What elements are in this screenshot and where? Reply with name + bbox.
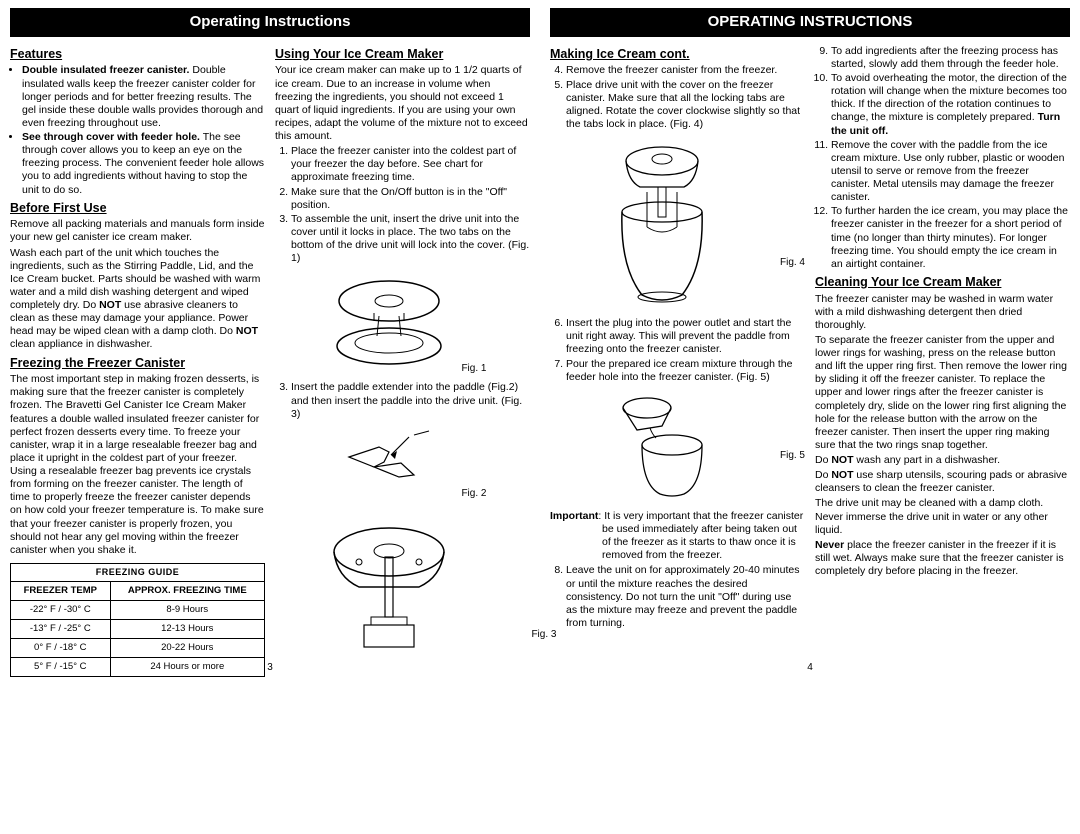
left-col-1: Features Double insulated freezer canist… (10, 43, 265, 677)
fig4-icon (592, 137, 732, 307)
li11: Remove the cover with the paddle from th… (831, 139, 1070, 205)
cell: 12-13 Hours (110, 619, 264, 638)
clean-p6b: place the freezer canister in the freeze… (815, 539, 1064, 577)
not-text: NOT (831, 454, 853, 466)
fig4-label: Fig. 4 (780, 257, 805, 270)
fig3-icon (309, 507, 469, 657)
feature2-head: See through cover with feeder hole. (22, 131, 200, 143)
not-text: NOT (236, 325, 258, 337)
freezing-heading: Freezing the Freezer Canister (10, 356, 265, 372)
cell: 20-22 Hours (110, 638, 264, 657)
using-li3b: Insert the paddle extender into the padd… (291, 381, 530, 420)
making-heading: Making Ice Cream cont. (550, 47, 805, 63)
clean-p5: The drive unit may be cleaned with a dam… (815, 497, 1070, 536)
clean-p1: The freezer canister may be washed in wa… (815, 293, 1070, 332)
fig5: Fig. 5 (550, 390, 805, 504)
using-intro: Your ice cream maker can make up to 1 1/… (275, 64, 530, 143)
page-number-right: 4 (540, 662, 1080, 675)
cell: -22° F / -30° C (11, 601, 111, 620)
fig2: Fig. 2 (275, 427, 530, 501)
freezing-p: The most important step in making frozen… (10, 373, 265, 557)
cell: -13° F / -25° C (11, 619, 111, 638)
before-p2: Wash each part of the unit which touches… (10, 247, 265, 352)
fig2-label: Fig. 2 (461, 488, 486, 501)
page-left: Operating Instructions Features Double i… (0, 0, 540, 681)
before-p1: Remove all packing materials and manuals… (10, 218, 265, 244)
clean-p3: Do NOT wash any part in a dishwasher. (815, 454, 1070, 467)
before-heading: Before First Use (10, 201, 265, 217)
clean-p4b: use sharp utensils, scouring pads or abr… (815, 469, 1067, 494)
table-caption: FREEZING GUIDE (11, 563, 265, 581)
li8: Leave the unit on for approximately 20-4… (566, 564, 805, 630)
cleaning-heading: Cleaning Your Ice Cream Maker (815, 275, 1070, 291)
clean-p3b: wash any part in a dishwasher. (854, 454, 1001, 466)
never-text: Never (815, 539, 844, 551)
fig1-icon (319, 271, 459, 371)
freezing-guide-table: FREEZING GUIDE FREEZER TEMP APPROX. FREE… (10, 563, 265, 677)
important-label: Important (550, 510, 598, 522)
fig3: Fig. 3 (275, 507, 530, 661)
right-col-2: To add ingredients after the freezing pr… (815, 43, 1070, 632)
table-row: -13° F / -25° C12-13 Hours (11, 619, 265, 638)
fig5-label: Fig. 5 (780, 450, 805, 463)
cell: 0° F / -18° C (11, 638, 111, 657)
li9: To add ingredients after the freezing pr… (831, 45, 1070, 71)
li7: Pour the prepared ice cream mixture thro… (566, 358, 805, 384)
features-heading: Features (10, 47, 265, 63)
table-h2: APPROX. FREEZING TIME (110, 582, 264, 601)
using-li1: Place the freezer canister into the cold… (291, 145, 530, 184)
using-heading: Using Your Ice Cream Maker (275, 47, 530, 63)
left-col-2: Using Your Ice Cream Maker Your ice crea… (275, 43, 530, 677)
important-body: : It is very important that the freezer … (598, 510, 803, 561)
feature-item: Double insulated freezer canister. Doubl… (22, 64, 265, 130)
table-row: -22° F / -30° C8-9 Hours (11, 601, 265, 620)
right-col-1: Making Ice Cream cont. Remove the freeze… (550, 43, 805, 632)
using-li3a: To assemble the unit, insert the drive u… (291, 213, 530, 266)
li5: Place drive unit with the cover on the f… (566, 79, 805, 132)
table-h1: FREEZER TEMP (11, 582, 111, 601)
fig4: Fig. 4 (550, 137, 805, 311)
before-p2c: clean appliance in dishwasher. (10, 338, 152, 350)
clean-p3a: Do (815, 454, 831, 466)
feature-item: See through cover with feeder hole. The … (22, 131, 265, 197)
clean-p6: Never place the freezer canister in the … (815, 539, 1070, 578)
page-header-right: OPERATING INSTRUCTIONS (550, 8, 1070, 37)
li6: Insert the plug into the power outlet an… (566, 317, 805, 356)
using-li2: Make sure that the On/Off button is in t… (291, 186, 530, 212)
clean-p4: Do NOT use sharp utensils, scouring pads… (815, 469, 1070, 495)
li10: To avoid overheating the motor, the dire… (831, 72, 1070, 138)
not-text: NOT (99, 299, 121, 311)
not-text: NOT (831, 469, 853, 481)
li12: To further harden the ice cream, you may… (831, 205, 1070, 271)
table-row: 0° F / -18° C20-22 Hours (11, 638, 265, 657)
cell: 8-9 Hours (110, 601, 264, 620)
li10a: To avoid overheating the motor, the dire… (831, 72, 1067, 123)
page-number-left: 3 (0, 662, 540, 675)
feature1-head: Double insulated freezer canister. (22, 64, 189, 76)
fig2-icon (319, 427, 459, 497)
fig1-label: Fig. 1 (461, 363, 486, 376)
li4: Remove the freezer canister from the fre… (566, 64, 805, 77)
page-header-left: Operating Instructions (10, 8, 530, 37)
fig1: Fig. 1 (275, 271, 530, 375)
important-note: Important: It is very important that the… (550, 510, 805, 563)
fig5-icon (602, 390, 722, 500)
page-right: OPERATING INSTRUCTIONS Making Ice Cream … (540, 0, 1080, 681)
clean-p2: To separate the freezer canister from th… (815, 334, 1070, 452)
clean-p4a: Do (815, 469, 831, 481)
